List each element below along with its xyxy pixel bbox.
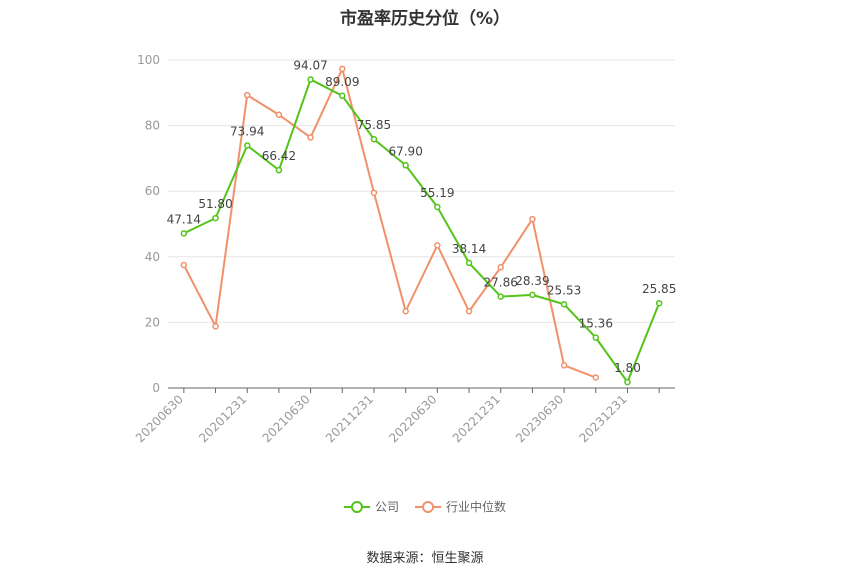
x-tick-label: 20201231	[196, 392, 249, 445]
x-tick-label: 20200630	[133, 392, 186, 445]
legend-item-industry-median[interactable]: 行业中位数	[415, 498, 506, 515]
data-point	[370, 189, 378, 197]
data-label: 94.07	[293, 58, 327, 72]
data-label: 25.53	[547, 283, 581, 297]
data-label: 28.39	[515, 274, 549, 288]
data-label: 66.42	[262, 149, 296, 163]
data-point	[465, 259, 473, 267]
data-point	[243, 91, 251, 99]
data-label: 75.85	[357, 118, 391, 132]
data-label: 38.14	[452, 242, 486, 256]
data-point	[212, 214, 219, 222]
data-point	[465, 307, 473, 315]
data-point	[307, 134, 314, 141]
x-tick-label: 20220630	[386, 392, 439, 445]
data-point	[370, 135, 378, 143]
legend: 公司 行业中位数	[0, 498, 850, 515]
y-tick-label: 100	[137, 53, 160, 67]
legend-swatch-industry-median	[415, 500, 441, 514]
data-point	[275, 111, 283, 119]
data-point	[497, 293, 504, 300]
data-point	[339, 92, 346, 100]
x-tick-label: 20221231	[450, 392, 503, 445]
data-point	[560, 362, 568, 369]
data-point	[275, 166, 283, 174]
data-point	[560, 301, 568, 308]
x-tick-label: 20230630	[513, 392, 566, 445]
data-point	[529, 215, 536, 223]
data-label: 25.85	[642, 282, 676, 296]
data-point	[592, 334, 600, 341]
data-source: 数据来源：恒生聚源	[366, 551, 484, 566]
data-point	[243, 142, 251, 149]
data-point	[497, 264, 504, 271]
data-point	[624, 378, 631, 386]
legend-label-industry-median: 行业中位数	[446, 500, 507, 514]
legend-label-company: 公司	[374, 500, 399, 514]
data-point	[434, 203, 441, 211]
series-line	[182, 67, 597, 379]
y-tick-label: 60	[145, 184, 160, 198]
data-point	[402, 307, 409, 315]
x-tick-label: 20231231	[577, 392, 630, 445]
data-point	[307, 76, 314, 83]
chart-title: 市盈率历史分位（%）	[339, 9, 511, 29]
data-label: 73.94	[230, 124, 264, 138]
data-point	[339, 65, 346, 73]
series-line	[183, 78, 661, 384]
y-tick-label: 80	[145, 119, 160, 133]
data-point	[592, 374, 600, 381]
y-tick-label: 20	[145, 315, 160, 329]
legend-swatch-company	[343, 500, 370, 514]
y-tick-label: 0	[152, 381, 160, 395]
data-label: 15.36	[579, 317, 613, 331]
data-point	[180, 261, 188, 269]
data-point	[402, 162, 409, 169]
data-point	[655, 299, 663, 307]
data-point	[212, 323, 219, 330]
data-point	[529, 291, 536, 299]
data-point	[434, 242, 441, 249]
legend-item-company[interactable]: 公司	[343, 498, 399, 515]
x-tick-label: 20210630	[260, 392, 313, 445]
data-label: 67.90	[388, 144, 422, 158]
data-label: 47.14	[167, 212, 201, 226]
data-label: 89.09	[325, 75, 359, 89]
x-tick-label: 20211231	[323, 392, 376, 445]
y-tick-label: 40	[145, 250, 160, 264]
data-label: 55.19	[420, 186, 454, 200]
data-label: 51.80	[198, 197, 232, 211]
data-label: 27.86	[484, 276, 518, 290]
data-label: 1.80	[614, 361, 641, 375]
data-point	[180, 230, 188, 237]
